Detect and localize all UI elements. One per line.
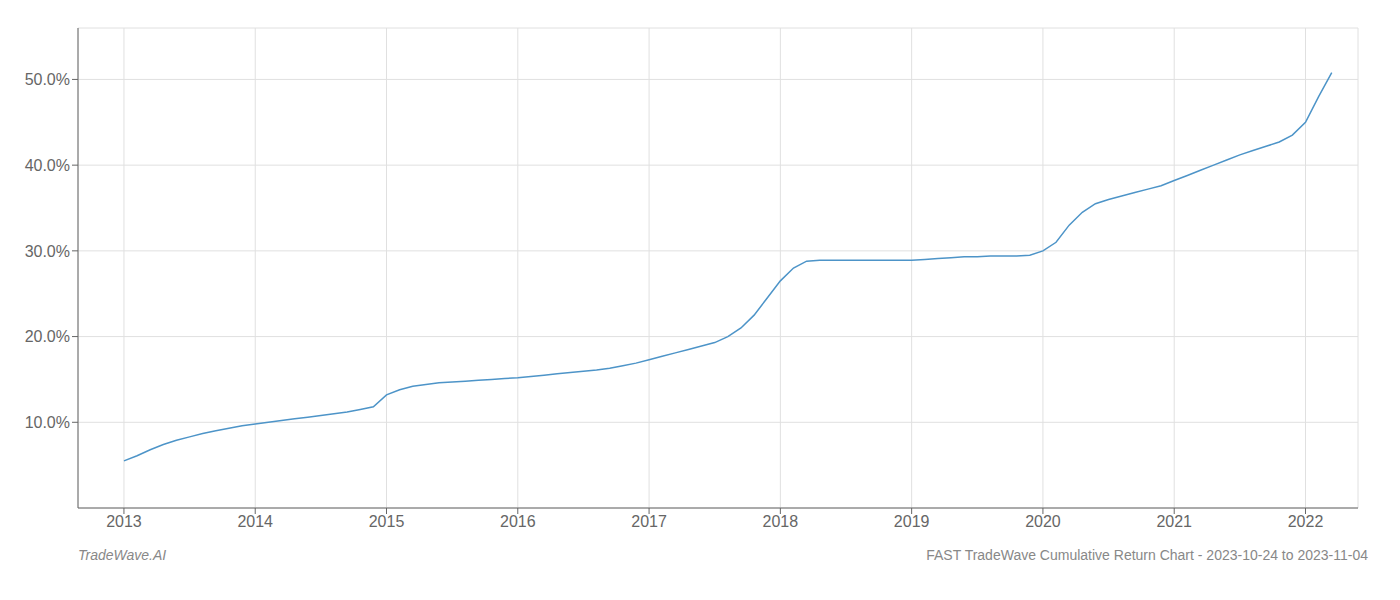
svg-text:50.0%: 50.0% — [25, 71, 70, 88]
html-text:FAST TradeWave Cumulative Retu: FAST TradeWave Cumulative Return Chart -… — [926, 547, 1368, 563]
svg-text:2020: 2020 — [1025, 513, 1061, 530]
html-text:TradeWave.AI: TradeWave.AI — [78, 547, 167, 563]
svg-text:2013: 2013 — [106, 513, 142, 530]
svg-text:40.0%: 40.0% — [25, 157, 70, 174]
svg-text:2016: 2016 — [500, 513, 536, 530]
svg-text:2022: 2022 — [1288, 513, 1324, 530]
svg-text:20.0%: 20.0% — [25, 328, 70, 345]
svg-text:2017: 2017 — [631, 513, 667, 530]
svg-text:10.0%: 10.0% — [25, 414, 70, 431]
svg-text:2018: 2018 — [763, 513, 799, 530]
svg-text:2014: 2014 — [237, 513, 273, 530]
svg-text:2015: 2015 — [369, 513, 405, 530]
svg-text:30.0%: 30.0% — [25, 243, 70, 260]
svg-text:2021: 2021 — [1156, 513, 1192, 530]
svg-text:2019: 2019 — [894, 513, 930, 530]
